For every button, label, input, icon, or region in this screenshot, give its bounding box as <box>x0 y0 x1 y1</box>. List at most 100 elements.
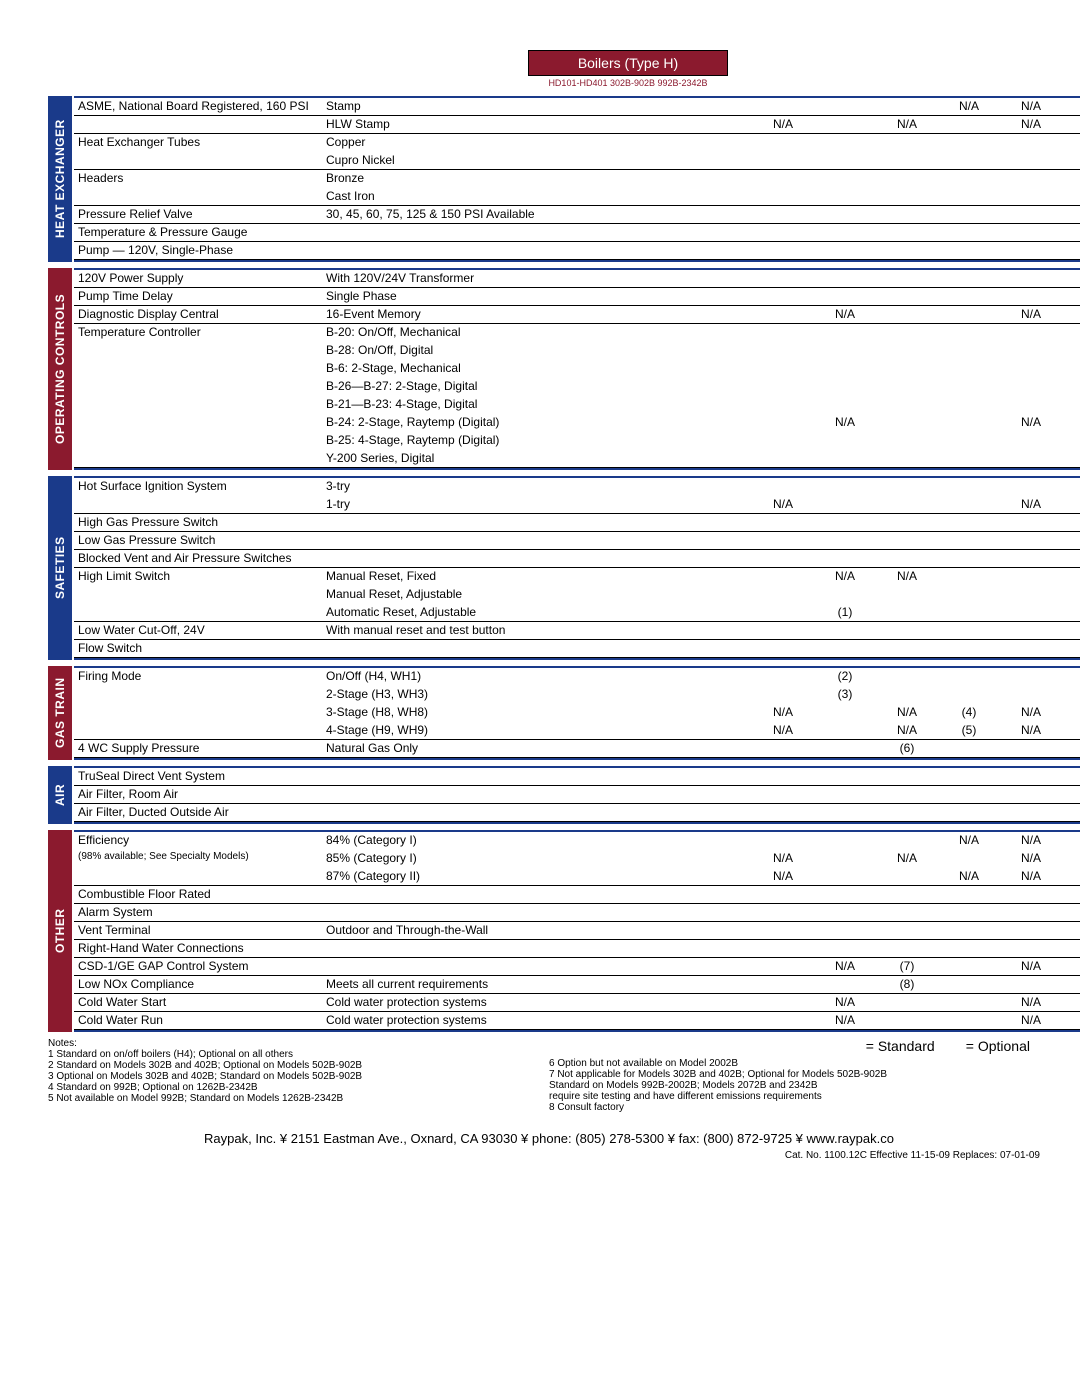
legend: = Standard = Optional <box>549 1038 1050 1054</box>
value-cell: N/A <box>1000 833 1062 847</box>
value-cell: N/A <box>1000 995 1062 1009</box>
header-models: HD101-HD401 302B-902B 992B-2342B <box>528 76 728 88</box>
table-row: Vent TerminalOutdoor and Through-the-Wal… <box>74 922 1080 940</box>
value-cell: (8) <box>876 977 938 991</box>
note-line: 4 Standard on 992B; Optional on 1262B-23… <box>48 1082 549 1093</box>
value-cell: N/A <box>938 833 1000 847</box>
table-row: Automatic Reset, Adjustable(1) <box>74 604 1080 622</box>
table-row: Cold Water StartCold water protection sy… <box>74 994 1080 1012</box>
section-heat-exchanger: HEAT EXCHANGERASME, National Board Regis… <box>48 96 1050 262</box>
section-body: Efficiency84% (Category I)N/AN/AN/A(98% … <box>74 830 1080 1032</box>
sections: HEAT EXCHANGERASME, National Board Regis… <box>48 96 1050 1032</box>
value-cell: N/A <box>1000 705 1062 719</box>
note-line: 6 Option but not available on Model 2002… <box>549 1058 1050 1069</box>
feature-cell: TruSeal Direct Vent System <box>74 769 326 783</box>
value-cell: N/A <box>1000 851 1062 865</box>
note-line: 5 Not available on Model 992B; Standard … <box>48 1093 549 1104</box>
desc-cell: Single Phase <box>326 289 566 303</box>
table-row: HeadersBronze <box>74 170 1080 188</box>
value-cell: N/A <box>1062 705 1080 719</box>
table-row: Temperature & Pressure Gauge <box>74 224 1080 242</box>
note-line: Standard on Models 992B-2002B; Models 20… <box>549 1080 1050 1091</box>
section-label: OTHER <box>48 830 72 1032</box>
desc-cell: B-6: 2-Stage, Mechanical <box>326 361 566 375</box>
feature-cell: Hot Surface Ignition System <box>74 479 326 493</box>
feature-cell: 4 WC Supply Pressure <box>74 741 326 755</box>
value-cell: (3) <box>814 687 876 701</box>
feature-cell: Low NOx Compliance <box>74 977 326 991</box>
desc-cell: 84% (Category I) <box>326 833 566 847</box>
value-cell: (7) <box>876 959 938 973</box>
value-cell: N/A <box>1000 959 1062 973</box>
table-row: High Gas Pressure Switch <box>74 514 1080 532</box>
feature-cell: Efficiency <box>74 833 326 847</box>
note-line: 7 Not applicable for Models 302B and 402… <box>549 1069 1050 1080</box>
table-row: 2-Stage (H3, WH3)(3)(3) <box>74 686 1080 704</box>
section-label: SAFETIES <box>48 476 72 660</box>
desc-cell: Outdoor and Through-the-Wall <box>326 923 566 937</box>
value-cell: N/A <box>876 851 938 865</box>
value-cell: (3) <box>1062 687 1080 701</box>
desc-cell: Natural Gas Only <box>326 741 566 755</box>
feature-cell: CSD-1/GE GAP Control System <box>74 959 326 973</box>
table-row: Pressure Relief Valve30, 45, 60, 75, 125… <box>74 206 1080 224</box>
desc-cell: With 120V/24V Transformer <box>326 271 566 285</box>
desc-cell: B-28: On/Off, Digital <box>326 343 566 357</box>
desc-cell: B-24: 2-Stage, Raytemp (Digital) <box>326 415 566 429</box>
header-banner: Boilers (Type H) HD101-HD401 302B-902B 9… <box>528 50 728 88</box>
header-title: Boilers (Type H) <box>528 50 728 76</box>
table-row: 3-Stage (H8, WH8)N/AN/A(4)N/AN/A(4) <box>74 704 1080 722</box>
value-cell: N/A <box>1000 99 1062 113</box>
value-cell: N/A <box>814 1013 876 1027</box>
value-cell: N/A <box>752 497 814 511</box>
value-cell: (2) <box>814 669 876 683</box>
feature-cell: Cold Water Start <box>74 995 326 1009</box>
desc-cell: Cast Iron <box>326 189 566 203</box>
feature-cell: Cold Water Run <box>74 1013 326 1027</box>
value-cell: N/A <box>938 99 1000 113</box>
value-cell: N/A <box>1000 497 1062 511</box>
desc-cell: Copper <box>326 135 566 149</box>
table-row: HLW StampN/AN/AN/A <box>74 116 1080 134</box>
value-cell: N/A <box>1000 117 1062 131</box>
table-row: Flow Switch <box>74 640 1080 658</box>
feature-cell: Blocked Vent and Air Pressure Switches <box>74 551 326 565</box>
value-cell: N/A <box>876 117 938 131</box>
value-cell: N/A <box>752 869 814 883</box>
table-row: High Limit SwitchManual Reset, FixedN/AN… <box>74 568 1080 586</box>
desc-cell: B-26—B-27: 2-Stage, Digital <box>326 379 566 393</box>
note-line: 3 Optional on Models 302B and 402B; Stan… <box>48 1071 549 1082</box>
section-air: AIRTruSeal Direct Vent SystemAir Filter,… <box>48 766 1050 824</box>
table-row: Cast Iron <box>74 188 1080 206</box>
value-cell: (6) <box>876 741 938 755</box>
feature-cell: Flow Switch <box>74 641 326 655</box>
feature-cell: Diagnostic Display Central <box>74 307 326 321</box>
section-body: 120V Power SupplyWith 120V/24V Transform… <box>74 268 1080 470</box>
table-row: (98% available; See Specialty Models)85%… <box>74 850 1080 868</box>
value-cell: N/A <box>752 705 814 719</box>
table-row: 120V Power SupplyWith 120V/24V Transform… <box>74 270 1080 288</box>
desc-cell: Cupro Nickel <box>326 153 566 167</box>
feature-cell: Right-Hand Water Connections <box>74 941 326 955</box>
desc-cell: 4-Stage (H9, WH9) <box>326 723 566 737</box>
desc-cell: 3-Stage (H8, WH8) <box>326 705 566 719</box>
value-cell: N/A <box>938 869 1000 883</box>
feature-cell: Combustible Floor Rated <box>74 887 326 901</box>
note-line: 2 Standard on Models 302B and 402B; Opti… <box>48 1060 549 1071</box>
value-cell: (2) <box>1062 669 1080 683</box>
table-row: Air Filter, Room Air <box>74 786 1080 804</box>
note-line: require site testing and have different … <box>549 1091 1050 1102</box>
feature-cell: 120V Power Supply <box>74 271 326 285</box>
value-cell: N/A <box>814 569 876 583</box>
table-row: Heat Exchanger TubesCopper <box>74 134 1080 152</box>
table-row: Diagnostic Display Central16-Event Memor… <box>74 306 1080 324</box>
table-row: Manual Reset, Adjustable <box>74 586 1080 604</box>
table-row: 4 WC Supply PressureNatural Gas Only(6)(… <box>74 740 1080 758</box>
feature-cell: Temperature & Pressure Gauge <box>74 225 326 239</box>
table-row: Pump — 120V, Single-Phase <box>74 242 1080 260</box>
table-row: 1-tryN/AN/A <box>74 496 1080 514</box>
table-row: B-28: On/Off, Digital <box>74 342 1080 360</box>
feature-cell: Alarm System <box>74 905 326 919</box>
value-cell: N/A <box>752 117 814 131</box>
desc-cell: Meets all current requirements <box>326 977 566 991</box>
